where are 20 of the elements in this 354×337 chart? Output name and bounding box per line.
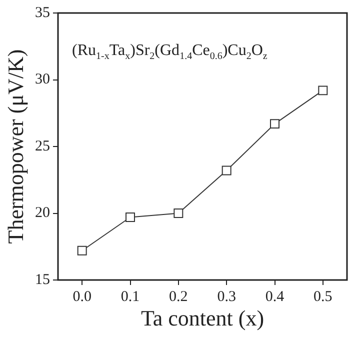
x-tick-label: 0.1 — [120, 288, 140, 305]
x-tick-label: 0.4 — [265, 288, 285, 305]
point — [222, 166, 232, 176]
y-tick-label: 20 — [35, 205, 50, 222]
y-axis-title: Thermopower (μV/K) — [2, 49, 28, 244]
y-tick-label: 35 — [35, 4, 50, 21]
x-tick-label: 0.0 — [72, 288, 92, 305]
point — [174, 208, 184, 218]
x-axis-title: Ta content (x) — [140, 306, 264, 331]
point — [318, 86, 328, 96]
x-tick-label: 0.3 — [217, 288, 236, 305]
x-tick-label: 0.2 — [169, 288, 188, 305]
y-tick-label: 25 — [35, 138, 50, 154]
point — [270, 119, 280, 129]
y-tick-label: 30 — [35, 72, 50, 88]
point — [77, 246, 87, 256]
point — [126, 212, 135, 222]
text: (Ru$_{1-x}$Ta$_{x}$)Sr$_{2}$(Gd$_{1.4}$Ce$_{0.6}$)Cu$_{2}$O$_{z}$ — [72, 42, 268, 62]
x-tick-label: 0.5 — [314, 288, 332, 305]
y-tick-label: 15 — [35, 272, 50, 288]
